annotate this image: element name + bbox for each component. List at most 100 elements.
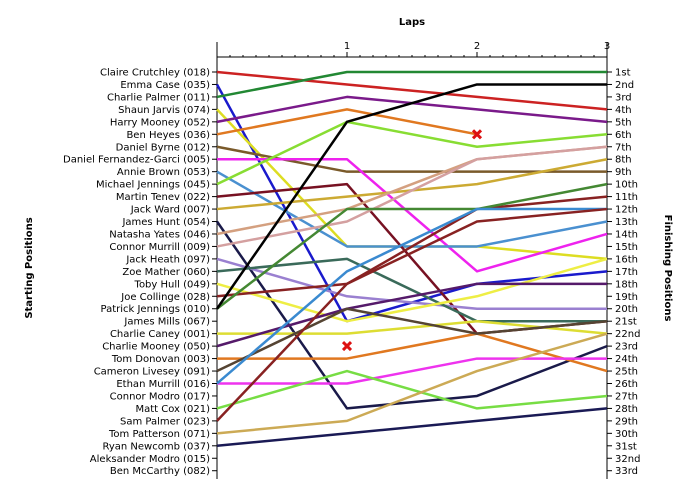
starting-label: Charlie Caney (001) bbox=[110, 329, 210, 340]
x-axis-title: Laps bbox=[399, 17, 425, 28]
starting-label: James Hunt (054) bbox=[121, 217, 210, 228]
starting-label: Ben McCarthy (082) bbox=[110, 466, 210, 477]
finishing-label: 26th bbox=[615, 379, 638, 390]
starting-label: Joe Collinge (028) bbox=[120, 292, 210, 303]
starting-label: Claire Crutchley (018) bbox=[100, 68, 210, 79]
finishing-label: 7th bbox=[615, 142, 632, 153]
starting-label: Zoe Mather (060) bbox=[122, 267, 210, 278]
finishing-label: 13th bbox=[615, 217, 638, 228]
marker-layer bbox=[341, 129, 483, 352]
finishing-label: 18th bbox=[615, 279, 638, 290]
finishing-label: 3rd bbox=[615, 92, 632, 103]
series-line bbox=[216, 257, 608, 323]
series-line bbox=[216, 257, 607, 310]
finishing-label: 25th bbox=[615, 367, 638, 378]
starting-label: Harry Mooney (052) bbox=[110, 117, 210, 128]
starting-label: Sam Palmer (023) bbox=[120, 416, 210, 427]
finishing-label: 12th bbox=[615, 205, 638, 216]
starting-label: Tom Donovan (003) bbox=[111, 354, 210, 365]
series-line bbox=[216, 108, 478, 136]
finishing-label: 14th bbox=[615, 229, 638, 240]
series-line bbox=[215, 220, 608, 410]
finishing-label: 33rd bbox=[615, 466, 638, 477]
starting-label: Emma Case (035) bbox=[120, 80, 210, 91]
starting-label: Patrick Jennings (010) bbox=[100, 304, 210, 315]
finishing-label: 6th bbox=[615, 130, 632, 141]
y-axis-title-left: Starting Positions bbox=[24, 217, 35, 318]
starting-label: Jack Ward (007) bbox=[130, 205, 210, 216]
x-tick-label: 2 bbox=[474, 41, 480, 52]
series-line bbox=[216, 145, 608, 248]
starting-labels: Claire Crutchley (018)Emma Case (035)Cha… bbox=[63, 68, 210, 478]
series-line bbox=[216, 407, 608, 448]
finishing-label: 2nd bbox=[615, 80, 634, 91]
x-tick-label: 3 bbox=[604, 41, 610, 52]
finishing-label: 27th bbox=[615, 391, 638, 402]
starting-label: Charlie Palmer (011) bbox=[107, 92, 210, 103]
finishing-label: 5th bbox=[615, 117, 632, 128]
starting-label: Charlie Mooney (050) bbox=[102, 342, 210, 353]
series-line bbox=[216, 70, 608, 111]
series-layer bbox=[215, 70, 608, 448]
finishing-label: 9th bbox=[615, 167, 632, 178]
series-line bbox=[216, 332, 608, 435]
starting-label: Ethan Murrill (016) bbox=[116, 379, 210, 390]
finishing-label: 29th bbox=[615, 416, 638, 427]
series-line bbox=[216, 95, 608, 124]
finishing-label: 32nd bbox=[615, 454, 640, 465]
finishing-label: 21st bbox=[615, 317, 637, 328]
series-line bbox=[216, 282, 607, 348]
series-line bbox=[217, 357, 607, 385]
finishing-label: 1st bbox=[615, 68, 631, 79]
finishing-label: 30th bbox=[615, 429, 638, 440]
series-line bbox=[217, 157, 608, 273]
series-line bbox=[215, 83, 607, 310]
series-line bbox=[216, 369, 608, 410]
retirement-marker bbox=[471, 129, 483, 140]
series-line bbox=[216, 195, 608, 298]
series-line bbox=[216, 207, 608, 422]
starting-label: Daniel Fernandez-Garci (005) bbox=[63, 155, 210, 166]
finishing-label: 8th bbox=[615, 155, 632, 166]
finishing-label: 10th bbox=[615, 180, 638, 191]
finishing-label: 15th bbox=[615, 242, 638, 253]
finishing-labels: 1st2nd3rd4th5th6th7th8th9th10th11th12th1… bbox=[615, 68, 640, 478]
starting-label: Matt Cox (021) bbox=[135, 404, 210, 415]
finishing-label: 22nd bbox=[615, 329, 640, 340]
finishing-label: 11th bbox=[615, 192, 638, 203]
starting-label: Aleksander Modro (015) bbox=[90, 454, 210, 465]
starting-label: Ben Heyes (036) bbox=[126, 130, 210, 141]
starting-label: Connor Murrill (009) bbox=[109, 242, 210, 253]
finishing-label: 20th bbox=[615, 304, 638, 315]
series-line bbox=[217, 332, 608, 373]
series-line bbox=[216, 70, 607, 99]
starting-label: Tom Patterson (071) bbox=[108, 429, 210, 440]
finishing-label: 24th bbox=[615, 354, 638, 365]
starting-label: Natasha Yates (046) bbox=[109, 229, 210, 240]
starting-label: Martin Tenev (022) bbox=[116, 192, 210, 203]
starting-label: Cameron Livesey (091) bbox=[94, 367, 210, 378]
starting-label: Daniel Byrne (012) bbox=[116, 142, 210, 153]
finishing-label: 31st bbox=[615, 441, 637, 452]
finishing-label: 19th bbox=[615, 292, 638, 303]
series-line bbox=[216, 207, 607, 385]
starting-label: Annie Brown (053) bbox=[117, 167, 210, 178]
marker-stroke bbox=[341, 341, 353, 352]
starting-label: Toby Hull (049) bbox=[134, 279, 211, 290]
series-line bbox=[216, 120, 608, 186]
series-line bbox=[216, 257, 607, 323]
finishing-label: 23rd bbox=[615, 342, 638, 353]
starting-label: Ryan Newcomb (037) bbox=[102, 441, 210, 452]
finishing-label: 28th bbox=[615, 404, 638, 415]
starting-label: Connor Modro (017) bbox=[110, 391, 210, 402]
series-line bbox=[216, 182, 608, 310]
starting-label: James Mills (067) bbox=[123, 317, 210, 328]
retirement-marker bbox=[341, 341, 353, 352]
finishing-label: 4th bbox=[615, 105, 632, 116]
finishing-label: 16th bbox=[615, 254, 638, 265]
x-tick-label: 1 bbox=[344, 41, 350, 52]
axes: 1 2 3 bbox=[212, 41, 612, 479]
starting-label: Jack Heath (097) bbox=[125, 254, 210, 265]
